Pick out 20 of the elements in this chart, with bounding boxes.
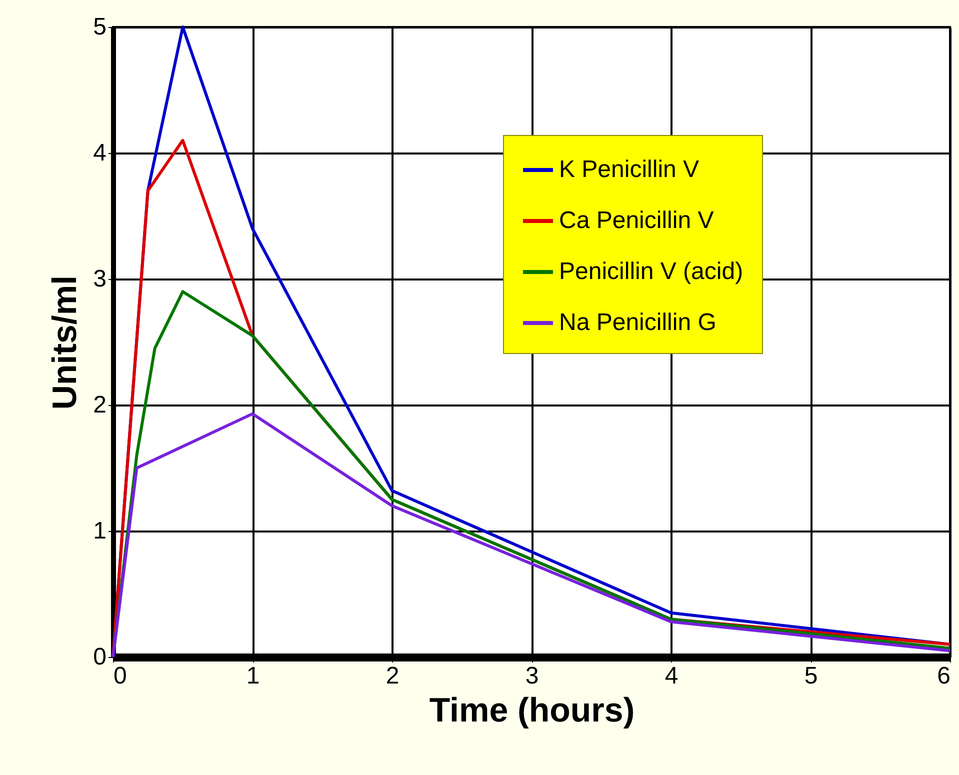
legend-label: Ca Penicillin V [559, 207, 714, 234]
y-tick-label: 0 [93, 644, 106, 670]
x-tick-label: 4 [664, 662, 678, 690]
x-tick-label: 3 [525, 662, 539, 690]
x-tick-label: 6 [937, 662, 950, 690]
y-tick-label: 1 [93, 518, 106, 544]
x-tick-label: 2 [386, 662, 400, 690]
legend-label: Na Penicillin G [559, 309, 716, 336]
x-tick-label: 1 [246, 662, 260, 690]
line-series [112, 412, 952, 658]
y-tick-label: 5 [93, 14, 106, 40]
y-tick-label: 3 [93, 266, 106, 292]
y-axis-title: Units/ml [46, 275, 84, 410]
x-axis-title: Time (hours) [429, 692, 635, 730]
x-tick-label: 0 [114, 662, 127, 690]
legend-label: Penicillin V (acid) [559, 258, 744, 285]
x-tick-label: 5 [804, 662, 818, 690]
y-tick-label: 4 [93, 140, 106, 166]
y-tick-label: 2 [93, 392, 106, 418]
legend-label: K Penicillin V [559, 156, 700, 183]
